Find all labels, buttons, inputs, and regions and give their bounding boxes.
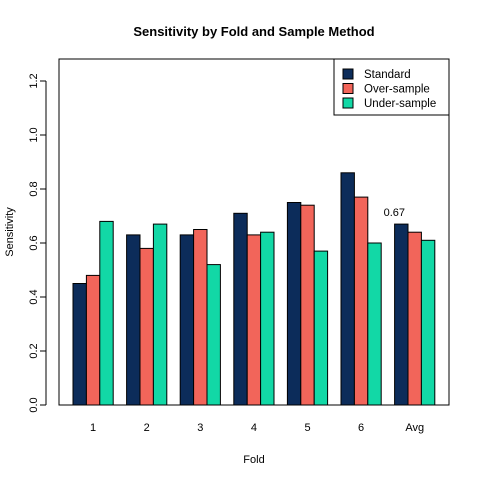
x-tick-label: 1	[90, 422, 96, 434]
x-tick-label: 2	[144, 422, 150, 434]
x-tick-label: 4	[251, 422, 257, 434]
x-tick-label: 3	[197, 422, 203, 434]
legend-label: Under-sample	[364, 98, 436, 110]
bar-over-sample-6	[353, 196, 369, 406]
bar-standard-4	[233, 212, 248, 406]
legend-label: Over-sample	[364, 84, 430, 96]
bar-under-sample-2	[152, 223, 168, 406]
bar-over-sample-1	[85, 274, 101, 406]
y-tick-label: 0.4	[28, 289, 40, 304]
x-axis-label: Fold	[243, 454, 264, 466]
y-tick-label: 0.0	[28, 397, 40, 412]
bar-over-sample-2	[139, 247, 154, 406]
bar-under-sample-6	[367, 242, 382, 406]
x-axis: 1 2 3 4 5 6 Avg	[90, 422, 424, 434]
annotations: 0.67	[384, 207, 405, 219]
bar-under-sample-4	[260, 231, 275, 406]
y-tick-label: 1.0	[28, 127, 40, 142]
bar-standard-3	[179, 234, 195, 406]
legend-swatch	[342, 68, 354, 80]
y-tick-label: 0.2	[28, 343, 40, 358]
bar-under-sample-5	[313, 250, 329, 406]
bar-standard-2	[126, 234, 141, 406]
bar-over-sample-3	[193, 229, 208, 406]
legend: Standard Over-sample Under-sample	[333, 58, 450, 116]
x-tick-label: 5	[304, 422, 310, 434]
y-tick-label: 0.6	[28, 235, 40, 250]
bar-under-sample-3	[206, 264, 221, 406]
bar-over-sample-avg	[407, 231, 422, 406]
bar-over-sample-5	[300, 204, 315, 406]
bar-under-sample-avg	[420, 239, 436, 406]
bar-over-sample-4	[246, 234, 262, 406]
legend-swatch	[342, 83, 354, 94]
bar-standard-5	[286, 202, 302, 406]
data-label: 0.67	[384, 207, 405, 219]
x-tick-label: Avg	[405, 422, 424, 434]
bars-layer	[72, 172, 436, 406]
legend-label: Standard	[364, 69, 411, 81]
bar-under-sample-1	[99, 220, 114, 406]
bar-standard-6	[340, 172, 355, 406]
y-axis: 0.0 0.2 0.4 0.6 0.8 1.0 1.2	[28, 73, 47, 413]
y-tick-label: 0.8	[28, 181, 40, 196]
legend-swatch	[342, 97, 354, 109]
y-axis-label: Sensitivity	[4, 207, 16, 257]
chart-title: Sensitivity by Fold and Sample Method	[133, 24, 374, 39]
bar-standard-1	[72, 283, 87, 406]
y-tick-label: 1.2	[28, 73, 40, 88]
bar-standard-avg	[394, 223, 409, 406]
x-tick-label: 6	[358, 422, 364, 434]
